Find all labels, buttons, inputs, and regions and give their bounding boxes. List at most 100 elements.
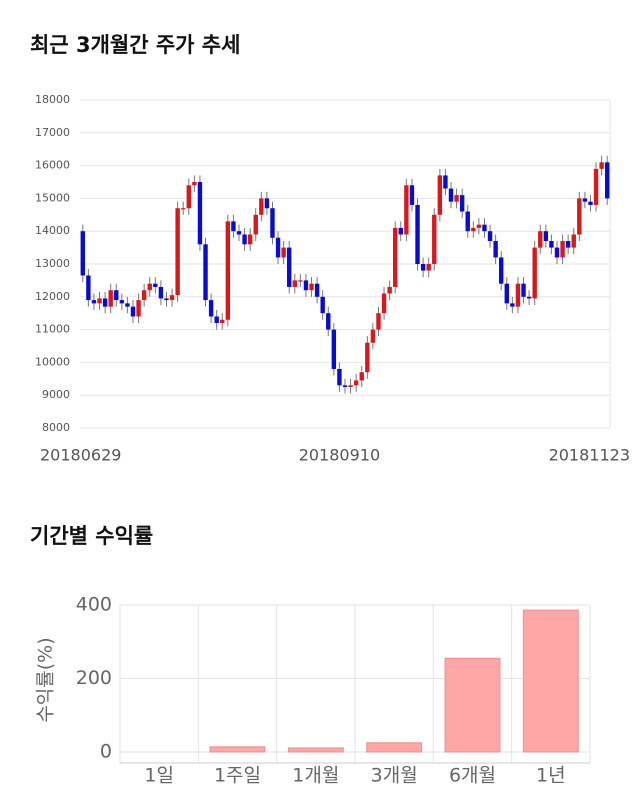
candle-body [393,227,398,287]
x-tick-label: 20180629 [40,446,121,465]
y-tick-label: 400 [76,594,112,616]
candle-body [342,385,348,387]
candle-body [119,300,125,304]
candle-body [582,198,588,202]
candle-body [577,198,582,235]
candle-body [320,296,325,314]
candle-body [303,280,309,291]
candle-body [432,214,437,264]
candle-body [281,247,286,258]
y-tick-label: 14000 [35,224,70,237]
candle-body [521,283,526,297]
candle-body [208,300,214,317]
candle-body [169,295,175,301]
candle-body [348,385,353,387]
candle-body [309,283,314,291]
candle-body [236,231,242,235]
candle-body [231,221,236,232]
chart-title: 최근 3개월간 주가 추세 [30,33,240,57]
candle-body [181,208,186,210]
candle-body [197,182,203,245]
y-tick-label: 200 [76,667,112,689]
candle-body [605,162,610,199]
candle-body [298,280,303,282]
x-tick-label: 3개월 [371,765,418,787]
candle-body [292,280,297,287]
candle-body [549,241,554,248]
candle-body [147,283,152,291]
candle-body [331,329,337,369]
candle-body [247,234,253,245]
candle-body [515,283,521,307]
candle-body [108,290,113,307]
chart-title: 기간별 수익률 [30,524,153,548]
candle-body [164,298,169,301]
candle-body [420,264,426,271]
x-tick-label: 6개월 [449,765,496,787]
candle-body [370,329,376,343]
candle-body [482,224,487,232]
candle-body [220,319,225,324]
candle-body [454,195,459,202]
candle-body [437,175,443,215]
candle-body [136,300,141,317]
candle-body [459,195,465,212]
y-tick-label: 13000 [35,257,70,270]
y-tick-label: 10000 [35,355,70,368]
candle-body [253,214,258,235]
candle-body [543,231,549,242]
candle-body [359,372,364,381]
candle-body [487,231,493,242]
x-tick-label: 1년 [536,765,566,787]
candle-body [225,221,231,320]
candle-body [560,241,565,258]
candle-body [175,208,180,296]
y-tick-label: 12000 [35,290,70,303]
bar [287,747,344,753]
candle-body [387,286,392,294]
candle-body [538,231,543,248]
y-tick-label: 0 [100,740,112,762]
candle-body [443,175,448,189]
x-tick-label: 20180910 [299,446,380,465]
candle-body [415,204,420,264]
bar [209,746,266,753]
candle-body [97,298,102,304]
candle-body [398,227,403,235]
candle-body [141,290,147,301]
candle-body [186,185,191,209]
candle-body [102,298,108,307]
candle-body [353,380,359,386]
candle-body [259,198,264,215]
candle-body [426,264,431,271]
bar [366,742,423,753]
candle-body [114,290,119,301]
candle-body [153,283,158,287]
x-tick-label: 1일 [144,765,174,787]
candle-body [314,283,320,297]
y-tick-label: 15000 [35,191,70,204]
x-tick-label: 20181123 [549,446,630,465]
candle-body [287,247,292,287]
y-tick-label: 8000 [42,421,70,434]
candle-body [214,316,219,324]
x-tick-label: 1개월 [292,765,339,787]
candle-body [599,162,604,169]
bar [522,609,579,753]
candle-body [381,293,387,314]
candle-body [264,198,270,209]
candle-body [571,234,576,248]
candle-body [270,208,275,238]
candle-body [130,306,136,317]
candle-body [588,201,593,205]
candle-body [532,247,537,299]
candle-body [365,342,370,373]
candle-body [526,296,532,299]
candle-body [275,237,281,258]
candle-body [554,247,560,258]
candle-body [125,303,130,307]
candle-body [499,257,504,284]
y-tick-label: 9000 [42,388,70,401]
y-tick-label: 11000 [35,323,70,336]
